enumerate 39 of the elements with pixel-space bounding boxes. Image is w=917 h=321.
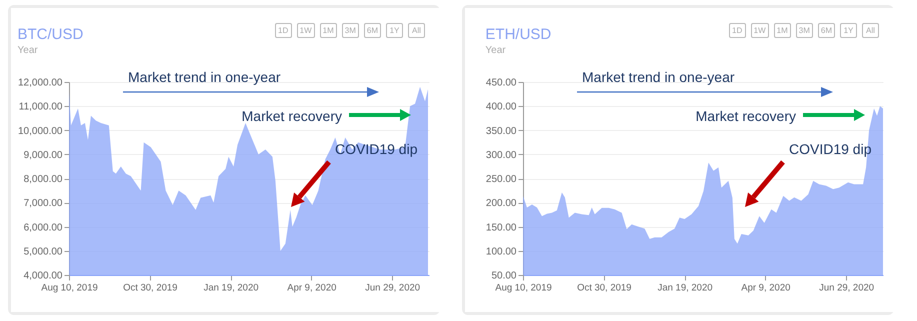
y-tick-label: 150.00 <box>486 222 517 234</box>
y-tick-label: 200.00 <box>486 198 517 210</box>
annotation: Market recovery <box>696 108 796 124</box>
annotation: Market trend in one-year <box>128 69 281 85</box>
chart-title: BTC/USD <box>18 26 84 43</box>
annotation: Market trend in one-year <box>582 69 735 85</box>
y-tick-label: 7,000.00 <box>24 198 63 210</box>
y-tick-label: 8,000.00 <box>24 174 63 185</box>
annotation: Market recovery <box>242 108 342 124</box>
chart-title: ETH/USD <box>485 26 552 43</box>
chart-subtitle: Year <box>18 45 38 56</box>
x-tick-label: Jun 29, 2020 <box>819 282 874 294</box>
y-tick-label: 250.00 <box>486 174 517 185</box>
y-tick-label: 450.00 <box>486 78 517 88</box>
y-tick-label: 50.00 <box>491 270 517 282</box>
chart-subtitle: Year <box>485 45 506 56</box>
y-tick-label: 4,000.00 <box>24 270 63 282</box>
y-tick-label: 5,000.00 <box>24 246 63 258</box>
range-buttons: 1D 1W 1M 3M 6M 1Y All <box>274 23 425 38</box>
x-tick-label: Jan 19, 2020 <box>204 282 259 294</box>
y-tick-label: 12,000.00 <box>18 78 63 88</box>
x-tick-label: Oct 30, 2019 <box>577 282 632 294</box>
y-tick-label: 9,000.00 <box>24 150 63 161</box>
y-tick-label: 11,000.00 <box>18 102 63 113</box>
x-tick-label: Oct 30, 2019 <box>123 282 178 294</box>
x-tick-label: Aug 10, 2019 <box>495 282 552 294</box>
x-tick-label: Jun 29, 2020 <box>365 282 420 294</box>
y-tick-label: 10,000.00 <box>18 126 63 137</box>
y-tick-label: 300.00 <box>486 150 517 161</box>
range-buttons: 1D 1W 1M 3M 6M 1Y All <box>728 23 879 38</box>
y-tick-label: 400.00 <box>486 102 517 113</box>
x-tick-label: Jan 19, 2020 <box>658 282 713 294</box>
x-tick-label: Aug 10, 2019 <box>41 282 98 294</box>
x-tick-label: Apr 9, 2020 <box>741 282 790 294</box>
y-tick-label: 6,000.00 <box>24 222 63 234</box>
y-tick-label: 100.00 <box>486 246 517 258</box>
x-tick-label: Apr 9, 2020 <box>287 282 336 294</box>
annotation: COVID19 dip <box>789 141 872 157</box>
y-tick-label: 350.00 <box>486 126 517 137</box>
